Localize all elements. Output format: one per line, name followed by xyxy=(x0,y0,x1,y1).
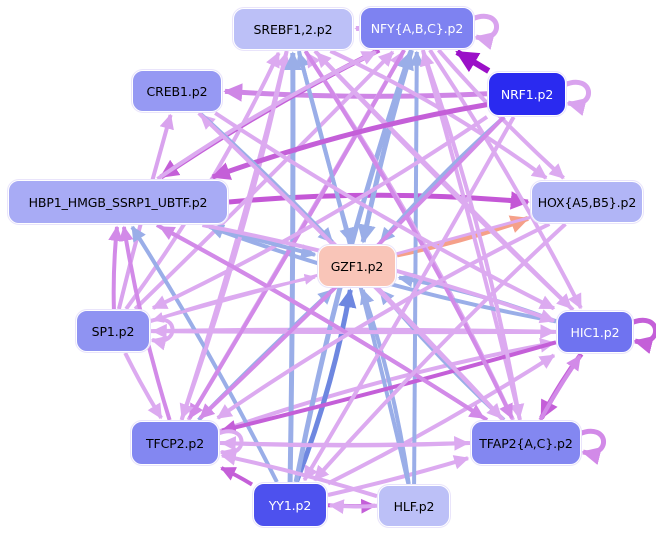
edge xyxy=(216,222,551,420)
edge xyxy=(409,50,425,485)
graph-node-srebf1-2[interactable]: SREBF1,2.p2 xyxy=(232,7,354,51)
node-label: NRF1.p2 xyxy=(500,86,554,102)
graph-node-hox[interactable]: HOX{A5,B5}.p2 xyxy=(530,180,644,224)
graph-node-hic1[interactable]: HIC1.p2 xyxy=(556,310,634,354)
node-label: SP1.p2 xyxy=(91,323,135,339)
node-label: YY1.p2 xyxy=(268,497,312,513)
edge xyxy=(327,353,556,486)
node-label: TFAP2{A,C}.p2 xyxy=(479,435,573,451)
graph-node-gzf1[interactable]: GZF1.p2 xyxy=(317,244,397,288)
edge xyxy=(357,49,414,244)
edge xyxy=(130,225,279,483)
edge xyxy=(220,466,254,487)
self-loop-edge xyxy=(563,79,592,117)
edge xyxy=(420,50,522,421)
self-loop-edge xyxy=(471,13,500,51)
edge xyxy=(108,225,123,310)
node-label: CREB1.p2 xyxy=(146,83,208,99)
graph-node-yy1[interactable]: YY1.p2 xyxy=(252,482,328,528)
self-loop-edge xyxy=(216,429,244,463)
edge xyxy=(123,352,163,420)
node-label: HOX{A5,B5}.p2 xyxy=(537,194,637,210)
edge xyxy=(220,340,557,435)
node-label: GZF1.p2 xyxy=(330,258,384,274)
node-label: NFY{A,B,C}.p2 xyxy=(370,20,464,36)
graph-node-tfcp2[interactable]: TFCP2.p2 xyxy=(130,420,220,466)
edge xyxy=(327,455,470,497)
self-loop-edge xyxy=(578,428,607,466)
edge xyxy=(455,49,491,74)
edge xyxy=(156,50,378,181)
node-label: SREBF1,2.p2 xyxy=(253,21,333,37)
edge xyxy=(211,102,488,180)
edge xyxy=(220,451,378,499)
self-loop-edge xyxy=(630,317,656,355)
edge xyxy=(328,499,378,514)
node-label: HBP1_HMGB_SSRP1_UBTF.p2 xyxy=(28,194,208,210)
node-label: HIC1.p2 xyxy=(570,324,620,340)
edge xyxy=(228,191,530,210)
edge xyxy=(133,50,395,311)
edge xyxy=(155,223,485,420)
graph-node-sp1[interactable]: SP1.p2 xyxy=(75,309,151,353)
edge xyxy=(538,354,582,421)
graph-node-hlf[interactable]: HLF.p2 xyxy=(377,484,451,528)
edge xyxy=(428,48,583,310)
self-loop-edge xyxy=(147,317,175,351)
edge xyxy=(294,288,357,483)
edge xyxy=(296,50,354,244)
node-label: HLF.p2 xyxy=(393,498,435,514)
edge xyxy=(313,222,567,482)
edge xyxy=(283,51,303,483)
graph-node-tfap2[interactable]: TFAP2{A,C}.p2 xyxy=(470,420,582,466)
edge xyxy=(303,49,514,420)
edge xyxy=(214,111,556,311)
edge xyxy=(151,115,489,310)
graph-node-nrf1[interactable]: NRF1.p2 xyxy=(487,71,567,117)
graph-node-hbp1[interactable]: HBP1_HMGB_SSRP1_UBTF.p2 xyxy=(7,179,229,225)
edge xyxy=(329,49,548,180)
node-label: TFCP2.p2 xyxy=(145,435,205,451)
graph-node-creb1[interactable]: CREB1.p2 xyxy=(131,69,223,113)
graph-node-nfy[interactable]: NFY{A,B,C}.p2 xyxy=(359,6,475,50)
